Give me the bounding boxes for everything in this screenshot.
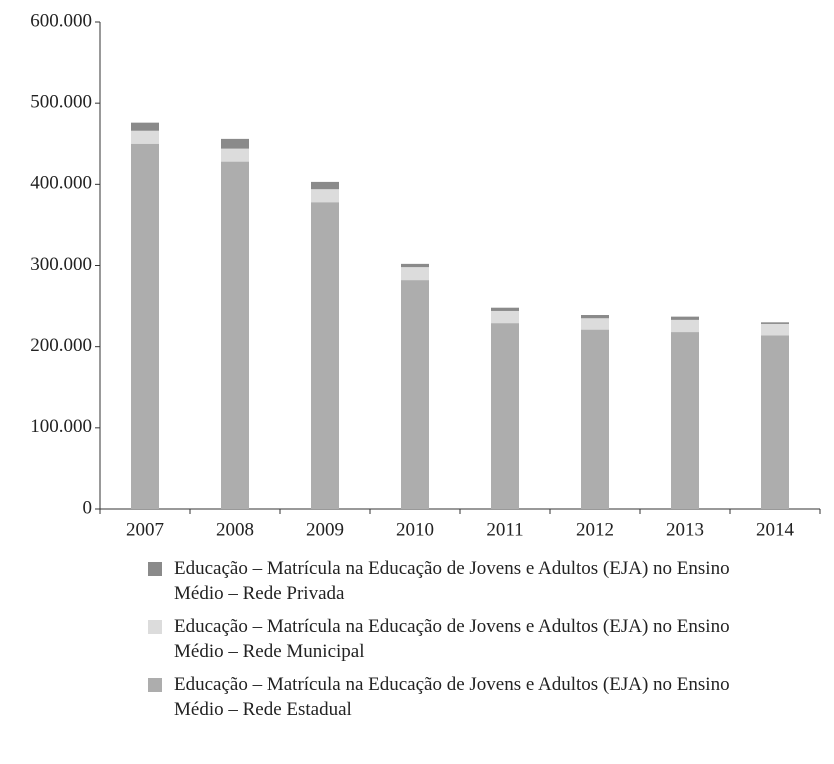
bar-segment	[671, 332, 699, 509]
bar-segment	[221, 148, 249, 162]
y-tick-label: 400.000	[30, 173, 92, 194]
bar-segment	[491, 310, 519, 324]
bar-segment	[491, 307, 519, 311]
x-tick-label: 2013	[666, 519, 704, 540]
bar-segment	[671, 316, 699, 320]
bar-segment	[311, 189, 339, 203]
legend-swatch	[148, 678, 162, 692]
chart: 0 100.000 200.000 300.000 400.000 500.000 600.…	[30, 10, 821, 540]
bar-segment	[311, 181, 339, 190]
bar-segment	[491, 323, 519, 509]
bar-segment	[761, 335, 789, 509]
x-tick-label: 2010	[396, 519, 434, 540]
bar-segment	[401, 267, 429, 281]
x-tick-label: 2012	[576, 519, 614, 540]
legend-item: Educação – Matrícula na Educação de Jove…	[148, 614, 748, 664]
bar-segment	[581, 329, 609, 509]
legend-item: Educação – Matrícula na Educação de Jove…	[148, 556, 748, 606]
legend: Educação – Matrícula na Educação de Jove…	[148, 556, 748, 730]
bar-segment	[581, 318, 609, 330]
bar-segment	[221, 161, 249, 509]
x-tick-label: 2009	[306, 519, 344, 540]
bar-segment	[131, 122, 159, 131]
bar-segment	[581, 315, 609, 319]
x-tick-label: 2011	[486, 519, 523, 540]
legend-swatch	[148, 620, 162, 634]
x-tick-label: 2014	[756, 519, 795, 540]
legend-label: Educação – Matrícula na Educação de Jove…	[174, 616, 730, 662]
y-tick-label: 200.000	[30, 335, 92, 356]
y-tick-label: 300.000	[30, 254, 92, 275]
bar-segment	[131, 130, 159, 144]
y-tick-label: 100.000	[30, 416, 92, 437]
y-tick-label: 0	[83, 497, 93, 518]
bar-segment	[671, 319, 699, 333]
bar-segment	[401, 263, 429, 268]
legend-label: Educação – Matrícula na Educação de Jove…	[174, 674, 730, 720]
y-tick-label: 600.000	[30, 10, 92, 31]
bar-segment	[221, 138, 249, 149]
x-tick-label: 2008	[216, 519, 254, 540]
legend-label: Educação – Matrícula na Educação de Jove…	[174, 558, 730, 604]
bar-segment	[311, 202, 339, 509]
legend-item: Educação – Matrícula na Educação de Jove…	[148, 672, 748, 722]
bar-segment	[761, 322, 789, 324]
x-tick-label: 2007	[126, 519, 164, 540]
y-tick-label: 500.000	[30, 92, 92, 113]
legend-swatch	[148, 562, 162, 576]
bar-segment	[131, 143, 159, 509]
bar-segment	[401, 280, 429, 509]
bar-segment	[761, 323, 789, 336]
